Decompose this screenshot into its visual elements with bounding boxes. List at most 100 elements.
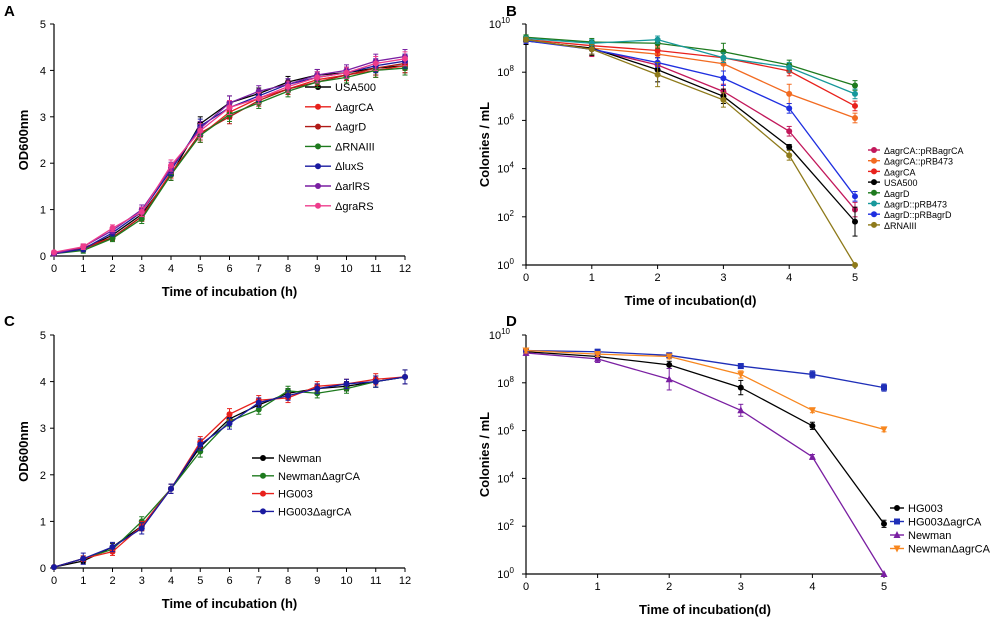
panel-d-series-line <box>525 351 885 525</box>
panel-d-legend-marker <box>893 545 901 553</box>
panel-d-series-line <box>525 349 885 389</box>
panel-b-data-point <box>720 75 727 82</box>
panel-d-y-axis-title: Colonies / mL <box>477 412 492 497</box>
panel-d-legend-marker <box>894 518 900 525</box>
panel-a-legend-label: ΔluxS <box>335 161 364 173</box>
panel-b-y-tick-label: 104 <box>497 161 514 176</box>
panel-b-y-axis-title: Colonies / mL <box>477 102 492 187</box>
panel-a-legend-marker <box>315 183 321 189</box>
panel-b-series-usa500 <box>523 36 858 237</box>
panel-b-chart: 0 1 2 3 4 5 100 102 104 106 108 1010 Time of incubat… <box>477 16 964 308</box>
panel-c-data-point <box>343 380 350 387</box>
panel-c-data-point <box>255 406 262 413</box>
panel-d-y-tick-label: 104 <box>497 470 514 485</box>
panel-d-data-point <box>665 353 673 361</box>
panel-c-x-tick-label: 2 <box>109 575 115 587</box>
panel-b-legend-label: ΔagrCA <box>884 167 916 177</box>
panel-c-legend-label: HG003 <box>278 489 313 501</box>
panel-a-legend-label: ΔRNAIII <box>335 141 375 153</box>
panel-a-legend-marker <box>315 163 321 170</box>
panel-b-data-point <box>786 90 793 97</box>
panel-b-legend-label: ΔRNAIII <box>884 221 917 231</box>
panel-b-series--agrd-prb473 <box>523 35 858 100</box>
panel-d-x-tick-label: 3 <box>738 581 744 593</box>
panel-a-series--grars <box>51 51 408 256</box>
panel-a-legend-label: ΔagrCA <box>335 102 374 114</box>
panel-a-x-tick-label: 7 <box>256 263 262 275</box>
panel-c-data-point <box>197 441 204 448</box>
panel-b-x-tick-label: 2 <box>655 272 661 284</box>
panel-b-data-point <box>852 218 858 225</box>
panel-b-series-line <box>525 39 856 266</box>
panel-a-y-tick-label: 3 <box>40 112 46 124</box>
panel-b-legend-marker <box>871 200 877 207</box>
panel-d-y-tick-label: 106 <box>497 423 514 438</box>
panel-c-data-point <box>314 385 321 392</box>
panel-c-x-tick-label: 1 <box>80 575 86 587</box>
panel-c-data-point <box>372 378 379 385</box>
panel-c-x-tick-label: 9 <box>314 575 320 587</box>
panel-d-series-hg003 <box>523 348 887 528</box>
panel-c-x-tick-label: 10 <box>340 575 352 587</box>
panel-d-legend-marker <box>893 531 901 538</box>
panel-b-y-tick-label: 100 <box>497 257 514 272</box>
panel-b-data-point <box>720 96 727 103</box>
panel-b-legend-label: ΔagrCA::pRB473 <box>884 157 953 167</box>
panel-b-series-line <box>525 37 856 95</box>
panel-a-y-tick-label: 2 <box>40 158 46 170</box>
panel-b-data-point <box>786 64 793 71</box>
panel-a-x-tick-label: 0 <box>51 263 57 275</box>
panel-d-y-tick-label: 102 <box>497 518 514 533</box>
panel-a-x-tick-label: 1 <box>80 263 86 275</box>
panel-d-y-tick-label: 108 <box>497 375 514 390</box>
panel-d-y-tick-label: 1010 <box>489 327 511 342</box>
panel-b-legend-marker <box>871 168 877 175</box>
panel-a-x-tick-label: 8 <box>285 263 291 275</box>
panel-b-x-axis-title: Time of incubation(d) <box>625 293 757 308</box>
panel-a-x-tick-label: 9 <box>314 263 320 275</box>
panel-c-legend-label: NewmanΔagrCA <box>278 471 361 483</box>
panel-c-data-point <box>138 525 145 532</box>
panel-d-legend-label: NewmanΔagrCA <box>908 544 991 556</box>
panel-c-y-tick-label: 4 <box>40 377 46 389</box>
panel-c-x-tick-label: 4 <box>168 575 174 587</box>
panel-c-data-point <box>402 373 408 380</box>
panel-b-x-tick-label: 4 <box>786 272 792 284</box>
panel-d-data-point <box>881 384 887 391</box>
panel-b-y-tick-label: 108 <box>497 64 514 79</box>
panel-b-data-point <box>852 102 858 109</box>
panel-a-x-tick-label: 4 <box>168 263 174 275</box>
panel-b-x-tick-label: 3 <box>720 272 726 284</box>
panel-d-data-point <box>594 351 602 359</box>
panel-c-x-tick-label: 11 <box>370 575 381 587</box>
panel-d-x-tick-label: 0 <box>523 581 529 593</box>
panel-d-x-tick-label: 1 <box>595 581 601 593</box>
panel-c-legend-marker <box>260 472 266 479</box>
panel-c-x-axis-title: Time of incubation (h) <box>162 596 298 611</box>
panel-b-series--rnaiii <box>523 36 858 268</box>
panel-d-x-tick-label: 5 <box>881 581 887 593</box>
panel-d-x-tick-label: 4 <box>809 581 815 593</box>
panel-a-x-tick-label: 12 <box>399 263 411 275</box>
panel-b-series-line <box>525 39 856 107</box>
panel-b-y-tick-label: 102 <box>497 209 514 224</box>
panel-label-b: B <box>506 3 517 20</box>
panel-b-x-tick-label: 5 <box>852 272 858 284</box>
panel-b-series--agrca-prbagrca <box>523 35 858 218</box>
panel-b-data-point <box>852 90 858 97</box>
panel-d-series-hg003-agrca <box>523 347 887 392</box>
panel-c-data-point <box>285 392 291 399</box>
panel-c-legend-label: Newman <box>278 453 321 465</box>
panel-c-y-tick-label: 0 <box>40 563 46 575</box>
panel-a-x-tick-label: 2 <box>109 263 115 275</box>
panel-d-x-axis-title: Time of incubation(d) <box>639 602 771 617</box>
panel-c-x-tick-label: 7 <box>256 575 262 587</box>
panel-d-data-point <box>522 347 530 355</box>
panel-d-data-point <box>808 407 816 415</box>
panel-a-legend-label: USA500 <box>335 82 376 94</box>
panel-b-legend-label: ΔagrCA::pRBagrCA <box>884 146 964 156</box>
panel-c-data-point <box>51 564 57 571</box>
panel-d-data-point <box>881 520 887 527</box>
